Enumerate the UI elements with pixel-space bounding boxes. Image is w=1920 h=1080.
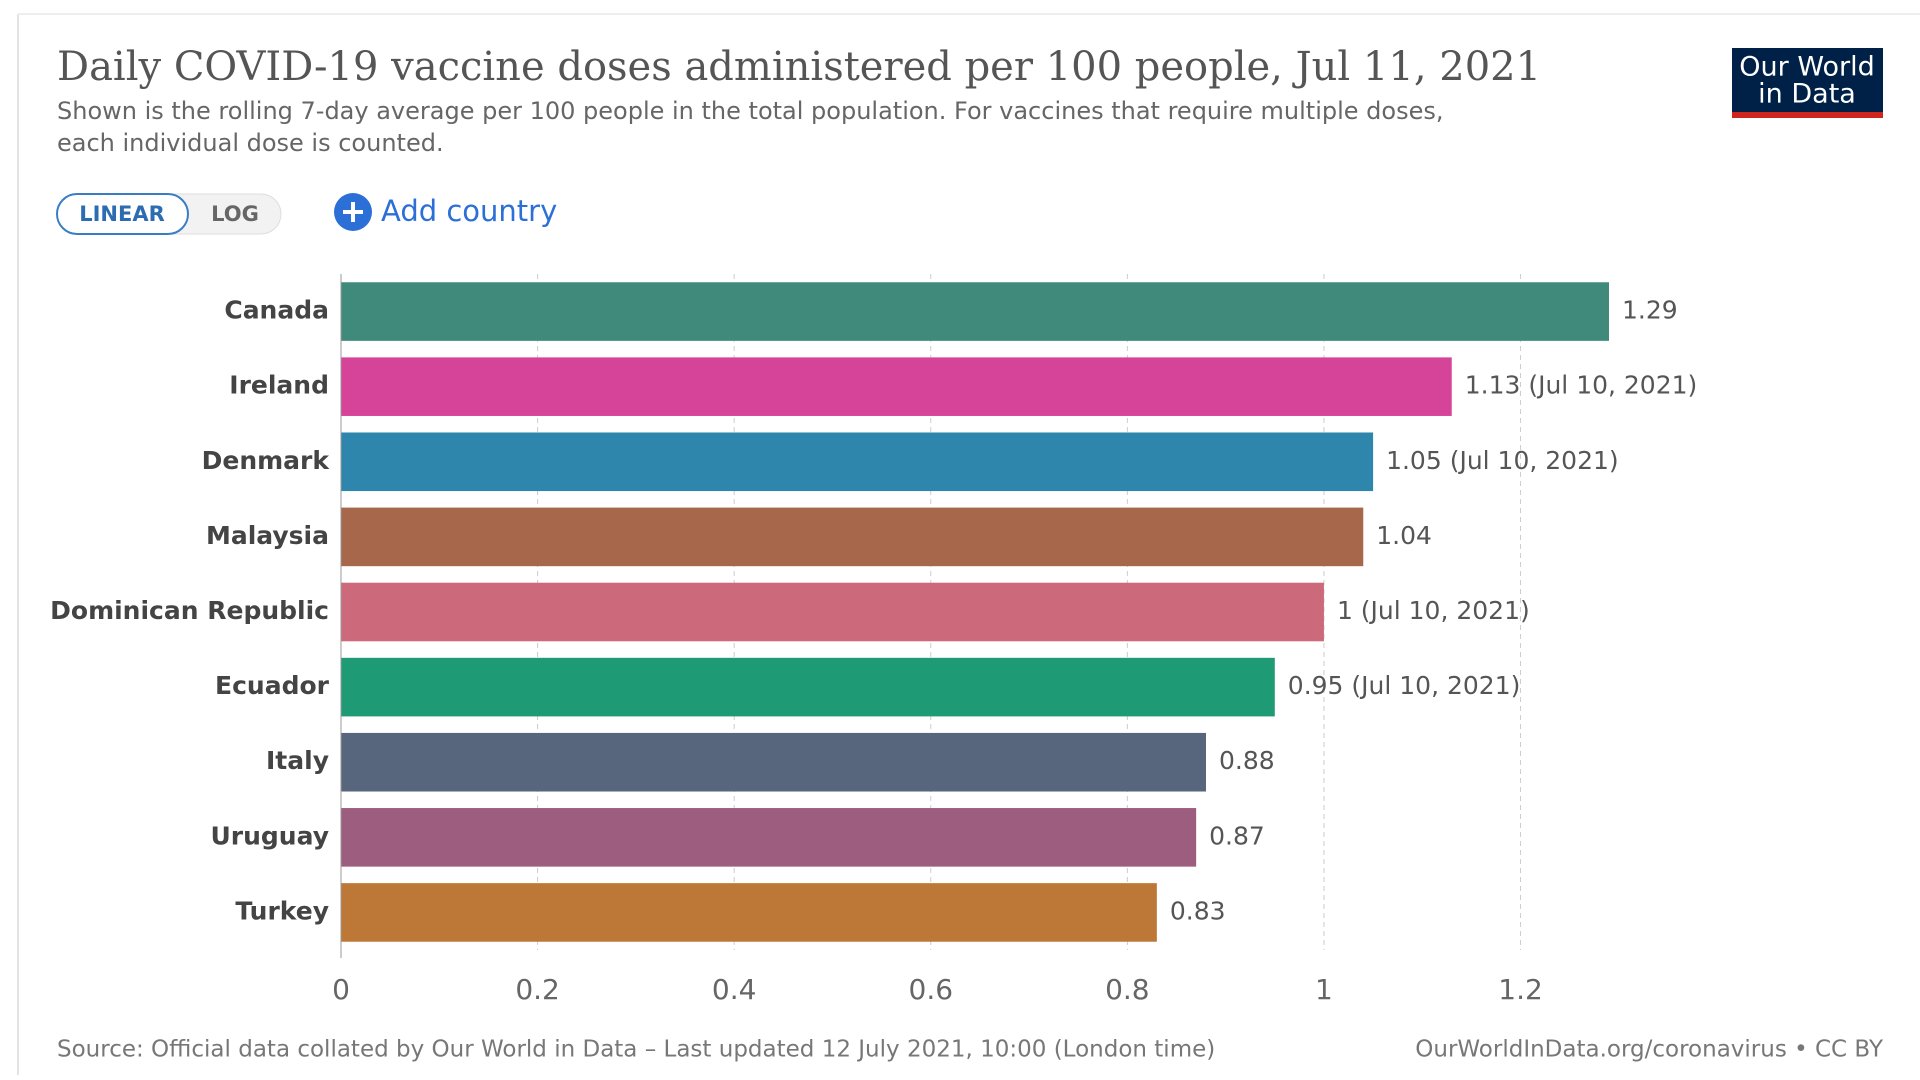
value-label: 0.87: [1209, 821, 1265, 850]
logo-bar: [1732, 112, 1883, 118]
value-label: 1.29: [1622, 296, 1678, 325]
x-tick-label: 0.2: [515, 973, 560, 1006]
value-label: 1.04: [1376, 521, 1432, 550]
logo[interactable]: [1732, 48, 1883, 116]
category-label: Malaysia: [206, 521, 329, 550]
x-tick-label: 1: [1315, 973, 1333, 1006]
bar: [341, 657, 1275, 717]
add-icon-plus: [343, 202, 363, 222]
source: Source: Official data collated by Our Wo…: [57, 1037, 1215, 1063]
logo-text: in Data: [1758, 79, 1856, 110]
value-label: 1.13 (Jul 10, 2021): [1465, 371, 1698, 400]
subtitle: Shown is the rolling 7-day average per 1…: [57, 97, 1444, 125]
x-tick-label: 1.2: [1498, 973, 1543, 1006]
category-label: Dominican Republic: [50, 596, 329, 625]
category-label: Turkey: [235, 896, 329, 925]
bar: [341, 432, 1374, 492]
category-label: Canada: [224, 296, 329, 325]
subtitle: each individual dose is counted.: [57, 129, 444, 157]
category-label: Uruguay: [210, 821, 329, 850]
bar: [341, 808, 1197, 867]
bar: [341, 507, 1364, 567]
bar: [341, 883, 1157, 942]
x-tick-label: 0.8: [1105, 973, 1150, 1006]
category-label: Ecuador: [215, 671, 330, 700]
value-label: 0.83: [1170, 896, 1226, 925]
category-label: Ireland: [229, 371, 329, 400]
chart-title: Daily COVID-19 vaccine doses administere…: [57, 44, 1541, 90]
category-label: Italy: [266, 746, 329, 775]
value-label: 0.95 (Jul 10, 2021): [1288, 671, 1521, 700]
x-tick-label: 0: [332, 973, 350, 1006]
bar: [341, 282, 1609, 341]
linear-label: LINEAR: [79, 202, 165, 226]
bar: [341, 732, 1206, 792]
bar: [341, 357, 1452, 416]
bar: [341, 582, 1324, 642]
x-tick-label: 0.6: [909, 973, 954, 1006]
linear-button[interactable]: [56, 193, 189, 235]
log-button[interactable]: LOG: [211, 202, 259, 226]
x-tick-label: 0.4: [712, 973, 757, 1006]
value-label: 1.05 (Jul 10, 2021): [1386, 446, 1619, 475]
add-country[interactable]: Add country: [381, 194, 557, 228]
logo-text: Our World: [1739, 52, 1874, 83]
value-label: 0.88: [1219, 746, 1275, 775]
category-label: Denmark: [202, 446, 331, 475]
value-label: 1 (Jul 10, 2021): [1337, 596, 1530, 625]
url[interactable]: OurWorldInData.org/coronavirus • CC BY: [1415, 1037, 1884, 1063]
